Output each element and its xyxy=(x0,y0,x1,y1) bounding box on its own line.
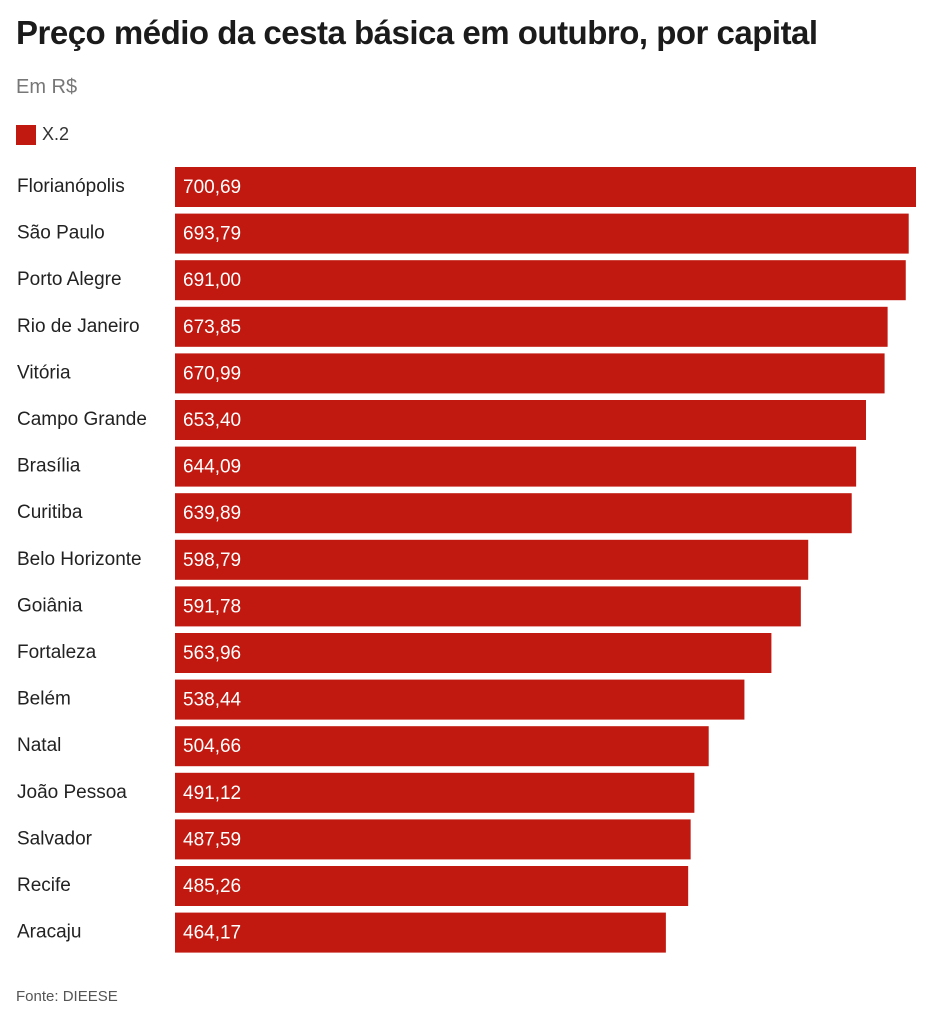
bar xyxy=(175,306,888,347)
category-label: Rio de Janeiro xyxy=(17,316,140,337)
bar-chart: Florianópolis 700,69 São Paulo 693,79 Porto … xyxy=(17,167,916,953)
value-label: 653,40 xyxy=(183,410,241,431)
legend: X.2 xyxy=(16,124,69,145)
value-label: 538,44 xyxy=(183,690,242,711)
value-label: 700,69 xyxy=(183,177,241,198)
bar xyxy=(175,167,916,207)
bar xyxy=(175,866,689,906)
category-label: Fortaleza xyxy=(17,642,97,663)
bar xyxy=(175,633,772,673)
bar xyxy=(175,679,745,720)
bar xyxy=(175,446,857,487)
value-label: 691,00 xyxy=(183,270,241,291)
category-label: Belo Horizonte xyxy=(17,549,142,570)
category-label: Recife xyxy=(17,875,71,896)
value-label: 670,99 xyxy=(183,363,241,384)
legend-label: X.2 xyxy=(42,124,70,144)
bar xyxy=(175,772,695,813)
value-label: 491,12 xyxy=(183,783,241,804)
value-label: 504,66 xyxy=(183,736,241,757)
value-label: 563,96 xyxy=(183,643,241,664)
chart-subtitle: Em R$ xyxy=(16,76,78,98)
value-label: 693,79 xyxy=(183,224,241,245)
category-label: Campo Grande xyxy=(17,409,147,430)
value-label: 598,79 xyxy=(183,550,241,571)
category-label: Porto Alegre xyxy=(17,269,122,290)
category-label: Curitiba xyxy=(17,502,83,523)
bar xyxy=(175,213,909,254)
bar xyxy=(175,819,691,860)
bar xyxy=(175,912,666,953)
bar xyxy=(175,353,885,394)
bar xyxy=(175,493,852,534)
category-label: Belém xyxy=(17,689,71,710)
source-note: Fonte: DIEESE xyxy=(16,988,118,1005)
category-label: Brasília xyxy=(17,456,81,477)
category-label: João Pessoa xyxy=(17,782,127,803)
category-label: Florianópolis xyxy=(17,176,125,197)
category-label: Salvador xyxy=(17,828,93,849)
value-label: 464,17 xyxy=(183,923,241,944)
bar xyxy=(175,260,906,301)
value-label: 485,26 xyxy=(183,876,241,897)
value-label: 639,89 xyxy=(183,503,241,524)
chart-title: Preço médio da cesta básica em outubro, … xyxy=(16,14,818,51)
bar xyxy=(175,586,801,627)
value-label: 591,78 xyxy=(183,596,241,617)
value-label: 673,85 xyxy=(183,317,241,338)
legend-swatch xyxy=(16,124,36,145)
category-label: Aracaju xyxy=(17,922,81,943)
category-label: Goiânia xyxy=(17,595,83,616)
category-label: Natal xyxy=(17,735,61,756)
value-label: 487,59 xyxy=(183,829,241,850)
value-label: 644,09 xyxy=(183,457,241,478)
category-label: São Paulo xyxy=(17,223,105,244)
bar xyxy=(175,400,866,440)
category-label: Vitória xyxy=(17,362,71,383)
bar xyxy=(175,726,709,767)
bar xyxy=(175,539,809,580)
